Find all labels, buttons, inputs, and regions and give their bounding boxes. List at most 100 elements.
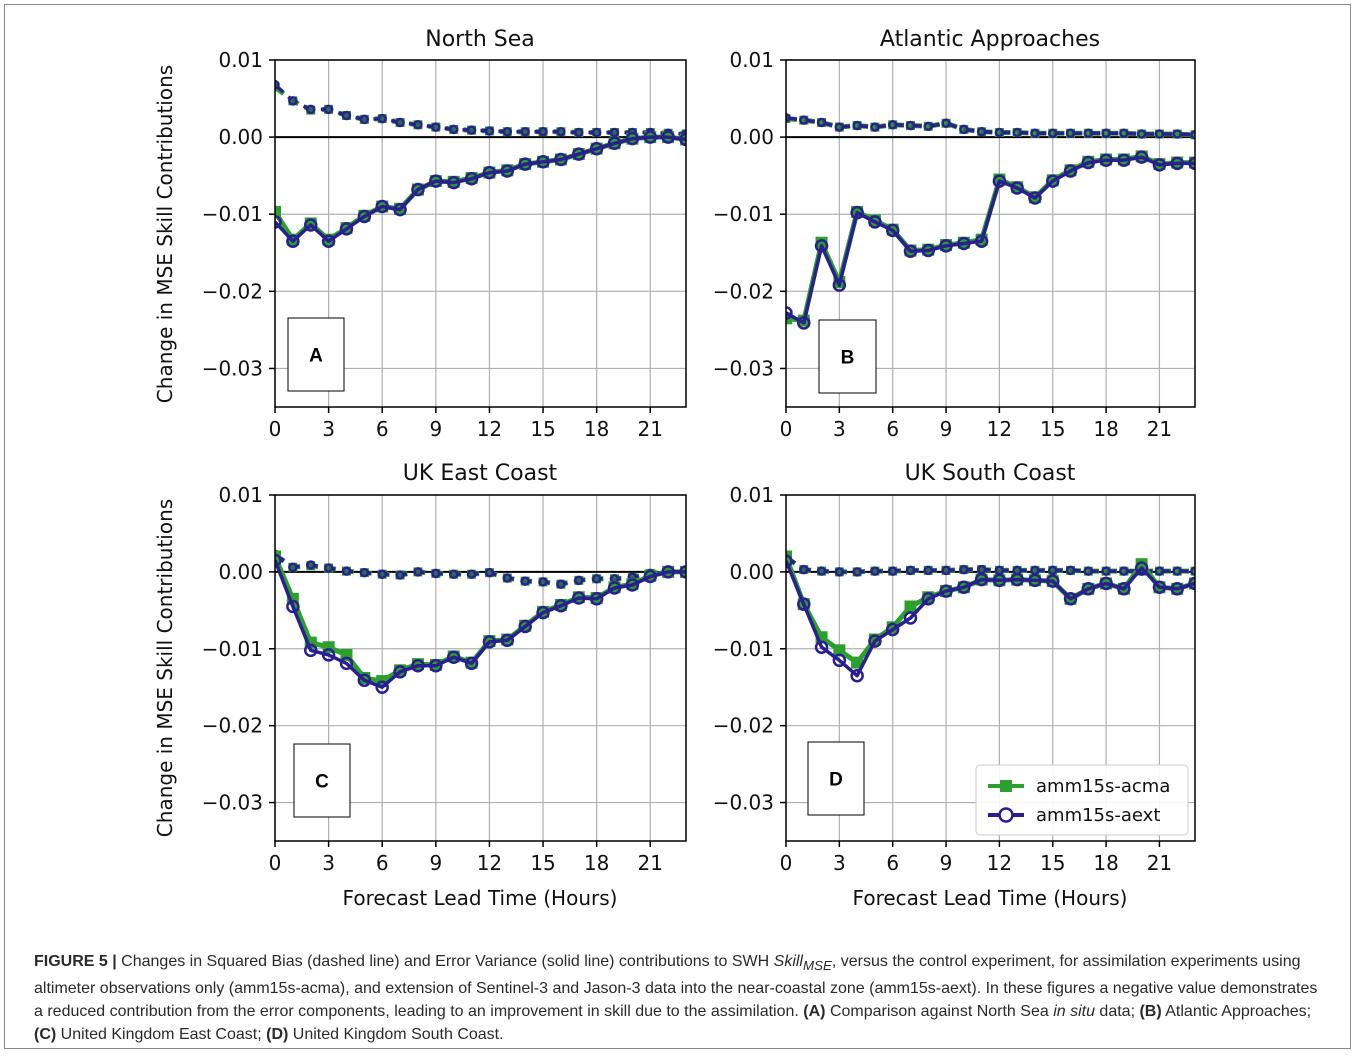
axes-frame xyxy=(274,494,687,842)
panel-c: 0 3 6 9 12 15 18 21 −0.03 −0.02 −0.01 0.00 0.01 UK Ea… xyxy=(202,461,687,875)
aext-point xyxy=(625,578,640,592)
aext-point xyxy=(1081,582,1096,596)
aext-point xyxy=(1065,128,1076,139)
x-tick-label: 18 xyxy=(584,851,609,875)
aext-point xyxy=(609,574,620,584)
aext-point xyxy=(1154,566,1165,576)
plot-area xyxy=(275,549,686,694)
aext-point xyxy=(484,567,495,578)
x-tick-label: 15 xyxy=(1040,417,1065,441)
aext-point xyxy=(556,126,566,137)
aext-point xyxy=(992,174,1007,188)
plot-area xyxy=(786,113,1195,330)
aext-point xyxy=(321,234,336,248)
aext-point xyxy=(1190,130,1195,140)
aext-point xyxy=(1152,158,1167,172)
aext-point xyxy=(518,157,532,171)
aext-point xyxy=(500,633,515,648)
x-tick-label: 3 xyxy=(322,417,335,441)
aext-point xyxy=(574,575,584,586)
x-tick-label: 6 xyxy=(886,851,899,875)
aext-point xyxy=(1012,565,1022,576)
x-tick-label: 18 xyxy=(1093,417,1118,441)
aext-point xyxy=(957,236,971,251)
aext-point xyxy=(941,565,951,576)
aext-point xyxy=(786,113,791,123)
aext-point xyxy=(852,567,862,577)
aext-point xyxy=(1188,156,1195,171)
x-tick-label: 0 xyxy=(780,851,793,875)
aext-point xyxy=(679,132,686,147)
y-tick-label: −0.02 xyxy=(713,279,774,303)
aext-point xyxy=(591,574,602,584)
aext-point xyxy=(323,104,334,115)
aext-point xyxy=(341,566,352,576)
acma-point xyxy=(851,656,864,669)
aext-point xyxy=(903,244,918,258)
aext-point xyxy=(905,565,916,576)
aext-point xyxy=(1101,128,1111,139)
aext-point xyxy=(275,553,282,568)
aext-point xyxy=(921,243,936,258)
acma-squared-bias-line xyxy=(275,85,686,137)
aext-point xyxy=(1045,174,1060,188)
aext-point xyxy=(482,635,497,649)
aext-point xyxy=(799,115,809,125)
figure-chart: 0 3 6 9 12 15 18 21 −0.03 −0.02 −0.01 0.00 0.01 North… xyxy=(153,27,1196,910)
aext-point xyxy=(923,121,934,132)
aext-point xyxy=(413,567,423,577)
aext-point xyxy=(502,573,513,583)
aext-point xyxy=(275,215,282,229)
aext-point xyxy=(814,640,829,654)
caption-figure-label: FIGURE 5 | xyxy=(34,953,117,970)
aext-point xyxy=(431,122,441,132)
x-tick-label: 9 xyxy=(940,417,953,441)
aext-point xyxy=(1099,576,1113,591)
aext-point xyxy=(375,680,389,694)
aext-point xyxy=(482,165,497,180)
aext-point xyxy=(976,126,987,137)
acma-error-variance-line xyxy=(275,134,686,243)
x-tick-label: 21 xyxy=(638,851,663,875)
aext-point xyxy=(538,577,548,587)
aext-point xyxy=(959,564,969,575)
panel-letter: A xyxy=(309,346,323,367)
aext-point xyxy=(502,126,513,137)
aext-error-variance-line xyxy=(275,135,686,243)
aext-point xyxy=(799,564,809,575)
aext-point xyxy=(885,223,900,238)
aext-point xyxy=(448,124,459,135)
aext-point xyxy=(832,278,847,292)
axes-frame xyxy=(785,494,1196,842)
legend-aext-label: amm15s-aext xyxy=(1036,805,1160,826)
aext-squared-bias-line xyxy=(275,83,686,136)
aext-point xyxy=(305,104,316,115)
aext-point xyxy=(411,182,425,197)
y-tick-label: −0.02 xyxy=(202,279,263,303)
plot-area xyxy=(275,79,686,248)
aext-point xyxy=(921,592,936,606)
aext-point xyxy=(852,120,862,131)
aext-point xyxy=(1047,128,1058,139)
aext-point xyxy=(286,234,300,248)
aext-point xyxy=(661,565,675,579)
aext-point xyxy=(625,131,640,146)
x-tick-label: 21 xyxy=(638,417,663,441)
aext-point xyxy=(589,592,604,606)
panel-title: UK South Coast xyxy=(905,461,1076,486)
acma-point xyxy=(275,205,281,218)
aext-point xyxy=(870,122,880,132)
x-tick-label: 6 xyxy=(376,417,389,441)
x-tick-label: 3 xyxy=(833,851,846,875)
aext-point xyxy=(607,581,622,595)
y-tick-label: 0.00 xyxy=(729,560,774,584)
panel-title: UK East Coast xyxy=(403,461,558,486)
y-tick-label: 0.01 xyxy=(729,48,774,72)
panel-title: Atlantic Approaches xyxy=(880,27,1100,52)
aext-point xyxy=(834,567,845,577)
caption-text-c: United Kingdom East Coast; xyxy=(56,1026,267,1044)
plot-area xyxy=(786,550,1195,683)
aext-point xyxy=(341,110,352,121)
aext-point xyxy=(1152,580,1167,595)
caption-text-b: Atlantic Approaches; xyxy=(1161,1003,1312,1021)
